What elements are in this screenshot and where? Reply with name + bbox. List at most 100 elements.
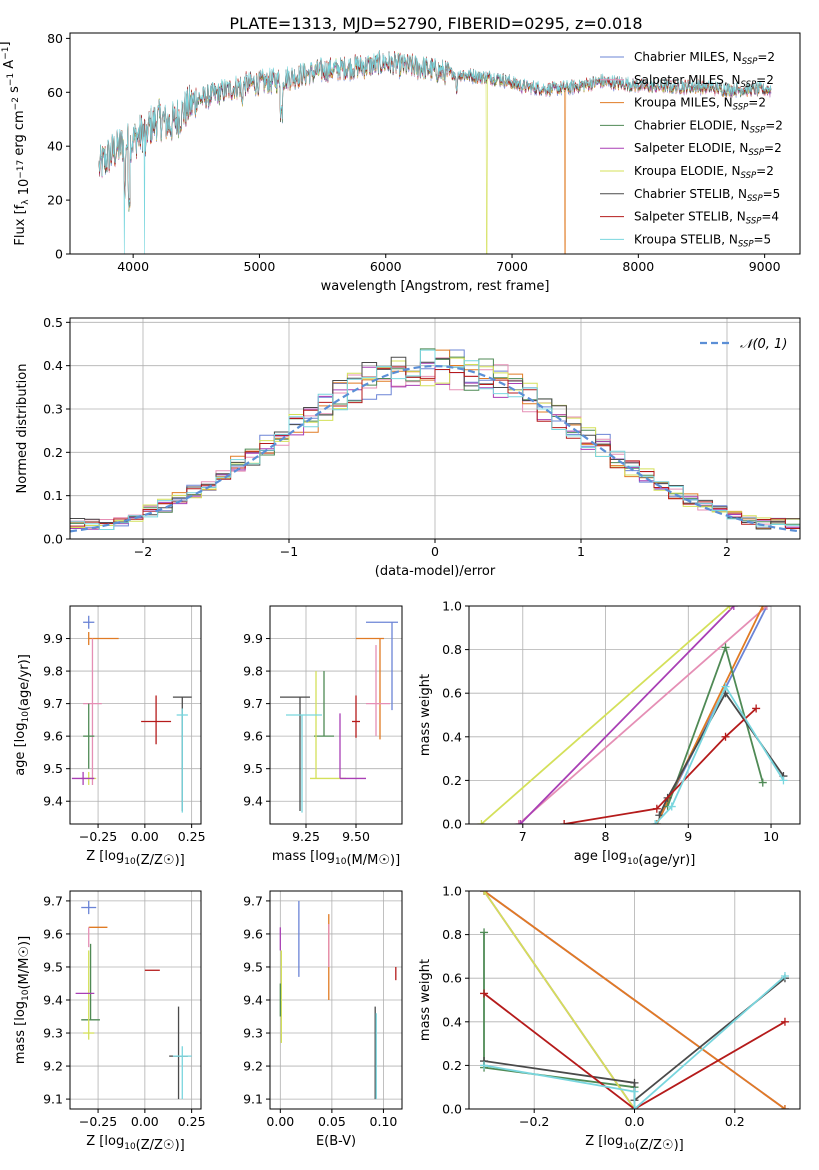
errorbar-salpeter-stelib (141, 695, 172, 745)
y-tick-label: 0.2 (442, 773, 462, 788)
y-tick-label: 9.1 (43, 1092, 63, 1107)
y-tick-label: 1.0 (442, 599, 462, 614)
y-axis-label: mass [log10(M/M☉)] (13, 936, 32, 1064)
x-tick-label: 5000 (244, 259, 276, 274)
x-tick-label: 8000 (622, 259, 654, 274)
y-tick-label: 9.9 (243, 631, 263, 646)
x-tick-label: 9.50 (342, 829, 370, 844)
x-tick-label: −1 (280, 544, 298, 559)
weight-marker (762, 606, 771, 610)
x-axis-label: Z [log10(Z/Z☉)] (585, 1134, 683, 1153)
y-tick-label: 9.6 (243, 729, 263, 744)
y-tick-label: 9.3 (243, 1026, 263, 1041)
weight-marker (630, 1105, 639, 1109)
weight-marker (480, 891, 489, 895)
errorbar-kroupa-stelib (172, 1046, 192, 1100)
legend-label: Salpeter ELODIE, NSSP=2 (634, 141, 782, 158)
x-tick-label: 0.25 (178, 829, 206, 844)
y-tick-label: 9.4 (243, 794, 263, 809)
plot-area-mass-vs-EBV (279, 900, 397, 1100)
errorbar-chabrier-miles (81, 900, 97, 915)
x-tick-label: 0.10 (370, 1114, 398, 1129)
y-tick-label: 0.2 (442, 1058, 462, 1073)
plot-area-residuals (70, 348, 800, 533)
y-tick-label: 9.8 (43, 664, 63, 679)
y-tick-label: 0 (55, 247, 63, 262)
weight-marker (729, 606, 738, 610)
weight-line-kroupa-elodie (477, 606, 734, 824)
histogram-kroupa-stelib (70, 349, 800, 530)
weight-marker (477, 820, 486, 824)
y-axis-label: mass weight (418, 674, 433, 756)
y-tick-label: 9.4 (243, 993, 263, 1008)
y-tick-label: 9.2 (243, 1059, 263, 1074)
weight-marker (630, 1087, 639, 1096)
x-tick-label: −0.25 (79, 1114, 117, 1129)
axes-frame (69, 605, 202, 825)
errorbar-chabrier-stelib (169, 1006, 188, 1100)
y-tick-label: 9.5 (43, 959, 63, 974)
weight-marker (514, 820, 523, 824)
y-tick-label: 9.1 (243, 1092, 263, 1107)
y-tick-label: 0.2 (43, 445, 63, 460)
y-tick-label: 0.3 (43, 402, 63, 417)
errorbar-chabrier-stelib (280, 696, 310, 811)
y-tick-label: 9.7 (43, 696, 63, 711)
plot-area-weight-vs-age (477, 606, 788, 824)
x-tick-label: 0.2 (725, 1114, 745, 1129)
weight-marker (780, 1105, 789, 1109)
panel-spectrum: 4000 5000 6000 7000 8000 9000 0 20 40 60 80 wavelen… (0, 31, 801, 294)
y-tick-label: 9.5 (43, 761, 63, 776)
legend-label: Chabrier STELIB, NSSP=5 (634, 187, 780, 204)
errorbar-salpeter-elodie (339, 713, 366, 780)
weight-marker (779, 776, 788, 785)
y-tick-label: 9.6 (243, 926, 263, 941)
x-tick-label: −2 (134, 544, 152, 559)
weight-marker (655, 811, 664, 820)
weight-line-kroupa-stelib (480, 972, 789, 1109)
plot-area-age-vs-mass (280, 621, 398, 813)
axes-frame (69, 32, 801, 255)
histogram-salpeter-stelib (70, 366, 800, 529)
weight-marker (758, 778, 767, 787)
weight-marker (752, 704, 761, 713)
y-tick-label: 0.4 (442, 1014, 462, 1029)
x-axis-label: (data-model)/error (375, 564, 496, 579)
legend-label: Chabrier ELODIE, NSSP=2 (634, 118, 783, 135)
y-tick-label: 9.4 (43, 993, 63, 1008)
y-tick-label: 9.5 (243, 761, 263, 776)
axes-frame (468, 605, 801, 825)
errorbar-chabrier-elodie (81, 943, 100, 1021)
plot-area-weight-vs-Z (480, 891, 789, 1109)
x-tick-label: 9 (684, 829, 692, 844)
weight-line-kroupa-stelib (651, 682, 788, 824)
x-tick-label: 10 (763, 829, 779, 844)
y-tick-label: 9.7 (43, 893, 63, 908)
weight-marker (560, 820, 569, 824)
y-tick-label: 0.6 (442, 686, 462, 701)
legend-label: Salpeter MILES, NSSP=2 (634, 73, 774, 90)
x-tick-label: 0.00 (131, 829, 159, 844)
panel-age-vs-Z: −0.25 0.00 0.25 9.4 9.5 9.6 9.7 9.8 9.9 Z [log10(… (13, 605, 206, 868)
y-tick-label: 9.6 (43, 729, 63, 744)
x-tick-label: 4000 (117, 259, 149, 274)
y-axis-label: age [log10(age/yr)] (13, 654, 32, 776)
weight-marker (652, 804, 661, 813)
weight-marker (721, 732, 730, 741)
errorbar-kroupa-miles (88, 632, 119, 646)
x-tick-label: 0.00 (131, 1114, 159, 1129)
x-axis-label: Z [log10(Z/Z☉)] (86, 849, 184, 868)
y-axis-label: mass weight (418, 959, 433, 1041)
x-tick-label: 1 (577, 544, 585, 559)
errorbar-salpeter-stelib (352, 695, 360, 738)
weight-marker (480, 989, 489, 998)
y-tick-label: 9.5 (243, 959, 263, 974)
x-tick-label: 6000 (370, 259, 402, 274)
panel-age-vs-mass: 9.25 9.50 9.4 9.5 9.6 9.7 9.8 9.9 mass [log10(M/… (243, 605, 403, 868)
x-axis-label: age [log10(age/yr)] (574, 849, 696, 868)
errorbar-chabrier-elodie (314, 671, 334, 737)
x-axis-label: E(B-V) (316, 1134, 356, 1149)
weight-marker (651, 820, 660, 824)
y-tick-label: 0.8 (442, 642, 462, 657)
